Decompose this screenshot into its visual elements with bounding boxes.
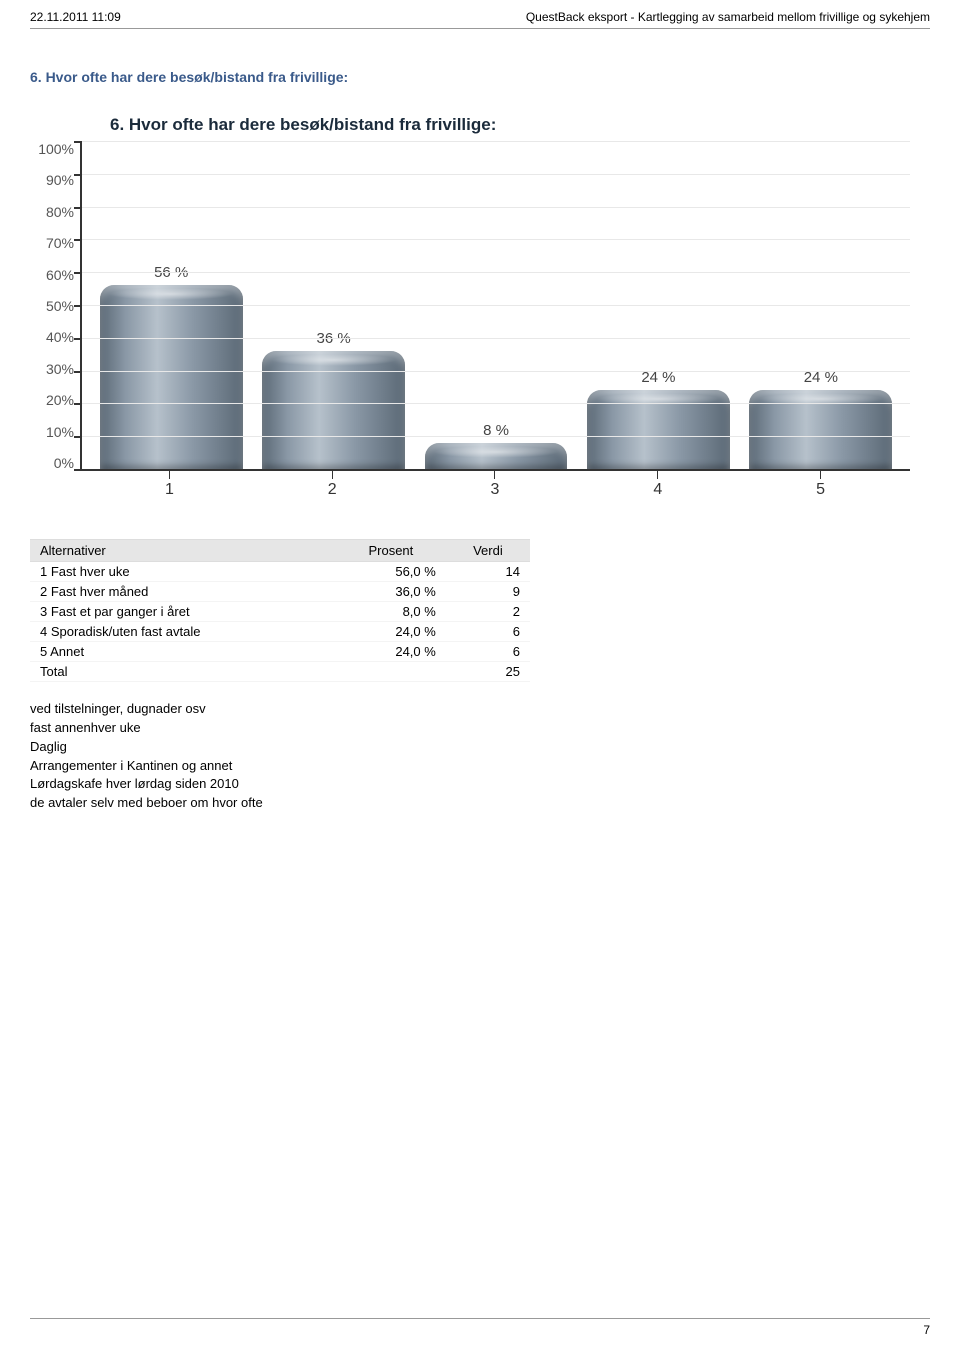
header-source: QuestBack eksport - Kartlegging av samar… (526, 10, 930, 24)
y-tick-label: 30% (30, 361, 74, 377)
y-tick-label: 0% (30, 455, 74, 471)
x-tick-mark (820, 471, 821, 479)
gridline (82, 207, 910, 208)
table-header-row: Alternativer Prosent Verdi (30, 540, 530, 562)
chart-plot: 56 %36 %8 %24 %24 % (80, 141, 910, 471)
page-number: 7 (923, 1323, 930, 1337)
cell-percent: 56,0 % (336, 562, 446, 582)
table-row: 4 Sporadisk/uten fast avtale24,0 %6 (30, 622, 530, 642)
chart-area: 100%90%80%70%60%50%40%30%20%10%0% 56 %36… (30, 141, 920, 471)
cell-value: 9 (446, 582, 530, 602)
y-tick-label: 80% (30, 204, 74, 220)
bar-value-label: 24 % (804, 369, 838, 386)
page: 22.11.2011 11:09 QuestBack eksport - Kar… (0, 0, 960, 1351)
cell-percent: 24,0 % (336, 642, 446, 662)
y-tick-mark (74, 272, 82, 274)
bar-value-label: 24 % (641, 369, 675, 386)
free-text-comments: ved tilstelninger, dugnader osvfast anne… (30, 700, 930, 813)
y-tick-mark (74, 436, 82, 438)
table-row: 3 Fast et par ganger i året8,0 %2 (30, 602, 530, 622)
page-footer: 7 (30, 1318, 930, 1337)
x-tick-label: 4 (576, 475, 739, 499)
results-table: Alternativer Prosent Verdi 1 Fast hver u… (30, 539, 530, 682)
gridline (82, 371, 910, 372)
x-tick-mark (332, 471, 333, 479)
total-label: Total (30, 662, 336, 682)
comment-line: Arrangementer i Kantinen og annet (30, 757, 930, 776)
comment-line: Daglig (30, 738, 930, 757)
header-date: 22.11.2011 11:09 (30, 10, 121, 24)
col-alternativ: Alternativer (30, 540, 336, 562)
bar (100, 285, 243, 469)
header-row: 22.11.2011 11:09 QuestBack eksport - Kar… (30, 10, 930, 29)
cell-percent: 36,0 % (336, 582, 446, 602)
table-row: 1 Fast hver uke56,0 %14 (30, 562, 530, 582)
y-tick-mark (74, 174, 82, 176)
x-tick-mark (169, 471, 170, 479)
y-tick-label: 70% (30, 235, 74, 251)
bar (749, 390, 892, 469)
bar (262, 351, 405, 469)
x-tick-label: 5 (739, 475, 902, 499)
cell-value: 6 (446, 642, 530, 662)
x-axis-labels: 12345 (80, 475, 910, 499)
cell-value: 14 (446, 562, 530, 582)
x-tick-label: 2 (251, 475, 414, 499)
cell-value: 2 (446, 602, 530, 622)
gridline (82, 272, 910, 273)
cell-percent: 24,0 % (336, 622, 446, 642)
gridline (82, 436, 910, 437)
gridline (82, 174, 910, 175)
y-tick-label: 20% (30, 392, 74, 408)
y-tick-label: 100% (30, 141, 74, 157)
gridline (82, 338, 910, 339)
cell-value: 6 (446, 622, 530, 642)
comment-line: fast annenhver uke (30, 719, 930, 738)
y-tick-mark (74, 141, 82, 143)
gridline (82, 239, 910, 240)
y-tick-mark (74, 469, 82, 471)
cell-label: 5 Annet (30, 642, 336, 662)
y-tick-label: 40% (30, 329, 74, 345)
x-tick-mark (494, 471, 495, 479)
bar (587, 390, 730, 469)
y-tick-mark (74, 403, 82, 405)
y-tick-mark (74, 239, 82, 241)
col-verdi: Verdi (446, 540, 530, 562)
comment-line: Lørdagskafe hver lørdag siden 2010 (30, 775, 930, 794)
cell-label: 3 Fast et par ganger i året (30, 602, 336, 622)
chart-container: 6. Hvor ofte har dere besøk/bistand fra … (30, 115, 920, 499)
gridline (82, 403, 910, 404)
bar (425, 443, 568, 469)
y-tick-mark (74, 371, 82, 373)
cell-label: 2 Fast hver måned (30, 582, 336, 602)
col-prosent: Prosent (336, 540, 446, 562)
y-tick-label: 60% (30, 267, 74, 283)
y-axis-labels: 100% 90% 80% 70% 60% 50% 40% 30% 20% 10% 0% (30, 141, 80, 471)
question-title: 6. Hvor ofte har dere besøk/bistand fra … (30, 69, 930, 85)
cell-label: 1 Fast hver uke (30, 562, 336, 582)
comment-line: ved tilstelninger, dugnader osv (30, 700, 930, 719)
total-value: 25 (446, 662, 530, 682)
comment-line: de avtaler selv med beboer om hvor ofte (30, 794, 930, 813)
y-tick-label: 90% (30, 172, 74, 188)
cell-percent: 8,0 % (336, 602, 446, 622)
x-tick-label: 1 (88, 475, 251, 499)
y-tick-mark (74, 207, 82, 209)
total-empty (336, 662, 446, 682)
x-tick-label: 3 (414, 475, 577, 499)
cell-label: 4 Sporadisk/uten fast avtale (30, 622, 336, 642)
x-tick-mark (657, 471, 658, 479)
y-tick-label: 50% (30, 298, 74, 314)
table-row: 2 Fast hver måned36,0 %9 (30, 582, 530, 602)
gridline (82, 141, 910, 142)
y-tick-mark (74, 305, 82, 307)
y-tick-label: 10% (30, 424, 74, 440)
table-row: 5 Annet24,0 %6 (30, 642, 530, 662)
table-total-row: Total 25 (30, 662, 530, 682)
gridline (82, 305, 910, 306)
y-tick-mark (74, 338, 82, 340)
chart-title: 6. Hvor ofte har dere besøk/bistand fra … (110, 115, 920, 135)
